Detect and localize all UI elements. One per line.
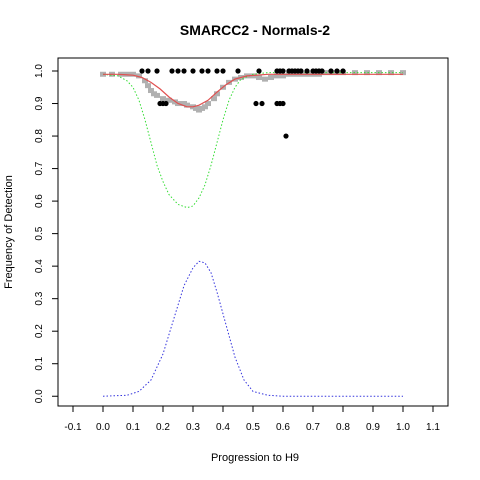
- x-tick-label-0: -0.1: [64, 422, 82, 433]
- series-0-point-37: [283, 133, 288, 138]
- x-tick-label-1: 0.0: [96, 422, 110, 433]
- x-tick-label-12: 1.1: [426, 422, 440, 433]
- plot-frame: [58, 58, 448, 406]
- x-tick-label-7: 0.6: [276, 422, 290, 433]
- series-0-point-2: [154, 68, 159, 73]
- y-tick-label-10: 1.0: [34, 64, 45, 78]
- y-tick-label-4: 0.4: [34, 259, 45, 273]
- y-axis-label: Frequency of Detection: [3, 175, 15, 289]
- y-tick-label-6: 0.6: [34, 194, 45, 208]
- series-0-point-20: [298, 68, 303, 73]
- x-tick-label-5: 0.4: [216, 422, 230, 433]
- chart-title: SMARCC2 - Normals-2: [180, 22, 330, 38]
- y-tick-label-0: 0.0: [34, 389, 45, 403]
- series-1-point-7: [145, 83, 151, 88]
- series-0-point-0: [139, 68, 144, 73]
- x-tick-label-2: 0.1: [126, 422, 140, 433]
- series-0-point-21: [304, 68, 309, 73]
- series-0-point-27: [334, 68, 339, 73]
- series-4-line: [103, 261, 403, 396]
- series-0-point-25: [319, 68, 324, 73]
- y-tick-label-8: 0.8: [34, 129, 45, 143]
- x-tick-label-8: 0.7: [306, 422, 320, 433]
- x-tick-label-3: 0.2: [156, 422, 170, 433]
- series-0-point-8: [205, 68, 210, 73]
- series-0-point-15: [280, 68, 285, 73]
- series-1-point-32: [262, 77, 268, 82]
- series-0-point-3: [169, 68, 174, 73]
- y-tick-label-1: 0.1: [34, 356, 45, 370]
- series-0-point-26: [328, 68, 333, 73]
- series-1-point-31: [256, 75, 262, 80]
- series-0-point-10: [220, 68, 225, 73]
- x-tick-label-4: 0.3: [186, 422, 200, 433]
- series-0-point-32: [253, 101, 258, 106]
- x-tick-label-10: 0.9: [366, 422, 380, 433]
- x-axis-label: Progression to H9: [211, 452, 299, 464]
- series-0-point-28: [340, 68, 345, 73]
- y-tick-label-9: 0.9: [34, 96, 45, 110]
- y-tick-label-2: 0.2: [34, 324, 45, 338]
- series-0-point-33: [259, 101, 264, 106]
- series-0-point-7: [199, 68, 204, 73]
- series-0-point-36: [280, 101, 285, 106]
- series-0-point-12: [256, 68, 261, 73]
- series-1-point-11: [160, 96, 166, 101]
- x-tick-label-6: 0.5: [246, 422, 260, 433]
- y-tick-label-7: 0.7: [34, 161, 45, 175]
- plot-layer: [100, 68, 406, 396]
- y-tick-label-3: 0.3: [34, 291, 45, 305]
- x-tick-label-11: 1.0: [396, 422, 410, 433]
- x-tick-label-9: 0.8: [336, 422, 350, 433]
- y-tick-label-5: 0.5: [34, 226, 45, 240]
- axis-layer: -0.1 0.0 0.1 0.2 0.3 0.4 0.5 0.6 0.7 0.8 0.9 1.0 1.1…: [34, 64, 440, 433]
- series-0-point-4: [175, 68, 180, 73]
- series-0-point-5: [181, 68, 186, 73]
- series-1-point-10: [154, 93, 160, 98]
- series-0-point-6: [190, 68, 195, 73]
- series-0-point-1: [145, 68, 150, 73]
- series-0-point-31: [163, 101, 168, 106]
- series-0-point-11: [235, 68, 240, 73]
- series-1-point-33: [268, 75, 274, 80]
- series-0-point-9: [214, 68, 219, 73]
